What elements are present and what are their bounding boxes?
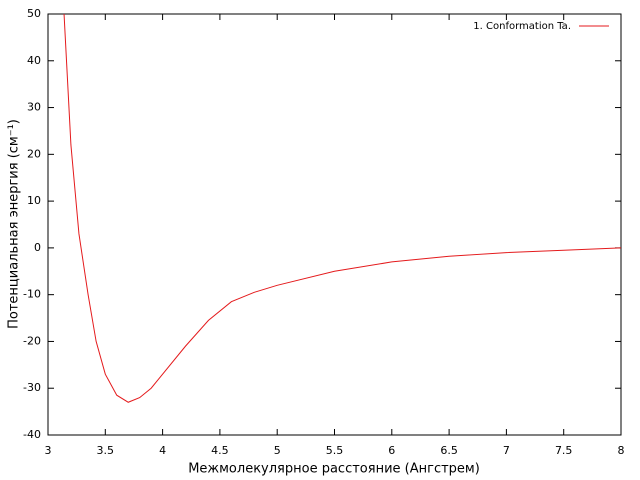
x-tick-label: 3 (45, 444, 52, 457)
x-tick-label: 8 (618, 444, 625, 457)
y-tick-label: 0 (34, 241, 41, 254)
y-axis-label: Потенциальная энергия (см⁻¹) (7, 119, 22, 329)
x-tick-label: 5.5 (326, 444, 344, 457)
plot-border (47, 13, 622, 436)
x-tick-label: 4.5 (211, 444, 229, 457)
x-tick-label: 5 (274, 444, 281, 457)
y-tick-label: 20 (27, 147, 41, 160)
y-tick-label: 10 (27, 194, 41, 207)
y-tick-label: -20 (23, 334, 41, 347)
x-tick-label: 4 (159, 444, 166, 457)
y-tick-label: 50 (27, 7, 41, 20)
x-tick-label: 6.5 (440, 444, 458, 457)
legend-label: 1. Conformation Ta. (473, 21, 571, 32)
data-line (63, 14, 621, 403)
y-tick-label: 30 (27, 101, 41, 114)
y-tick-label: -10 (23, 288, 41, 301)
y-tick-label: -40 (23, 428, 41, 441)
y-tick-label: -30 (23, 381, 41, 394)
x-tick-label: 7 (503, 444, 510, 457)
y-tick-label: 40 (27, 54, 41, 67)
x-tick-label: 3.5 (97, 444, 115, 457)
x-tick-label: 7.5 (555, 444, 573, 457)
x-axis-label: Межмолекулярное расстояние (Ангстрем) (188, 462, 480, 477)
x-tick-label: 6 (388, 444, 395, 457)
